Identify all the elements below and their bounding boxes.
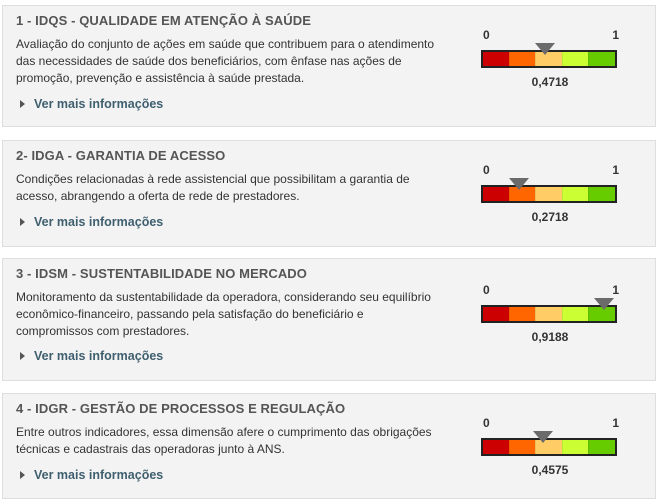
gauge-marker-icon [535, 43, 556, 55]
gauge-marker-icon [508, 178, 529, 190]
gauge-min-label: 0 [483, 416, 490, 430]
dimension-card-idqs: 1 - IDQS - QUALIDADE EM ATENÇÃO À SAÚDE … [2, 5, 656, 127]
gauge-segment [561, 307, 589, 321]
gauge-min-label: 0 [483, 283, 490, 297]
gauge-segment [483, 52, 509, 66]
gauge-segment [588, 187, 615, 201]
gauge-segment [483, 440, 509, 454]
gauge-value: 0,4718 [531, 75, 569, 89]
gauge-min-label: 0 [483, 163, 490, 177]
more-info-link[interactable]: Ver mais informações [20, 215, 163, 229]
card-description: Avaliação do conjunto de ações em saúde … [16, 37, 435, 85]
card-title: 2- IDGA - GARANTIA DE ACESSO [16, 148, 226, 163]
gauge-segment [535, 187, 562, 201]
dimension-card-idsm: 3 - IDSM - SUSTENTABILIDADE NO MERCADO M… [2, 258, 656, 381]
gauge-segment [535, 307, 562, 321]
more-info-label: Ver mais informações [34, 468, 164, 482]
gauge-min-label: 0 [483, 28, 490, 42]
dimension-card-idgr: 4 - IDGR - GESTÃO DE PROCESSOS E REGULAÇ… [2, 393, 656, 499]
gauge-segment [508, 307, 536, 321]
gauge-value: 0,2718 [531, 210, 569, 224]
gauge-value: 0,4575 [531, 463, 569, 477]
gauge-marker-icon [594, 298, 615, 310]
gauge-max-label: 1 [612, 283, 619, 297]
expand-triangle-icon [20, 352, 25, 360]
dimension-card-idga: 2- IDGA - GARANTIA DE ACESSO Condições r… [2, 140, 656, 247]
card-title: 4 - IDGR - GESTÃO DE PROCESSOS E REGULAÇ… [16, 401, 346, 416]
more-info-label: Ver mais informações [34, 215, 164, 229]
gauge-segment [588, 307, 615, 321]
gauge-segment [483, 307, 509, 321]
card-title: 1 - IDQS - QUALIDADE EM ATENÇÃO À SAÚDE [16, 13, 311, 28]
gauge-segment [508, 440, 536, 454]
gauge-max-label: 1 [612, 163, 619, 177]
gauge-segment [561, 187, 589, 201]
gauge-max-label: 1 [612, 28, 619, 42]
card-description: Monitoramento da sustentabilidade da ope… [16, 290, 431, 338]
gauge-value: 0,9188 [531, 330, 569, 344]
gauge-segment [588, 440, 615, 454]
card-description: Condições relacionadas à rede assistenci… [16, 172, 410, 203]
gauge-marker-icon [533, 431, 554, 443]
gauge-segment [588, 52, 615, 66]
gauge-segment [535, 52, 562, 66]
more-info-label: Ver mais informações [34, 97, 164, 111]
card-title: 3 - IDSM - SUSTENTABILIDADE NO MERCADO [16, 266, 308, 281]
gauge-segment [561, 52, 589, 66]
gauge-segment [535, 440, 562, 454]
more-info-link[interactable]: Ver mais informações [20, 349, 163, 363]
gauge-segment [561, 440, 589, 454]
expand-triangle-icon [20, 471, 25, 479]
more-info-link[interactable]: Ver mais informações [20, 468, 163, 482]
more-info-link[interactable]: Ver mais informações [20, 97, 163, 111]
gauge-bar [481, 185, 617, 203]
gauge-segment [508, 187, 536, 201]
gauge-segment [483, 187, 509, 201]
more-info-label: Ver mais informações [34, 349, 164, 363]
gauge-segment [508, 52, 536, 66]
expand-triangle-icon [20, 218, 25, 226]
expand-triangle-icon [20, 100, 25, 108]
card-description: Entre outros indicadores, essa dimensão … [16, 425, 432, 456]
gauge-bar [481, 305, 617, 323]
gauge-max-label: 1 [612, 416, 619, 430]
